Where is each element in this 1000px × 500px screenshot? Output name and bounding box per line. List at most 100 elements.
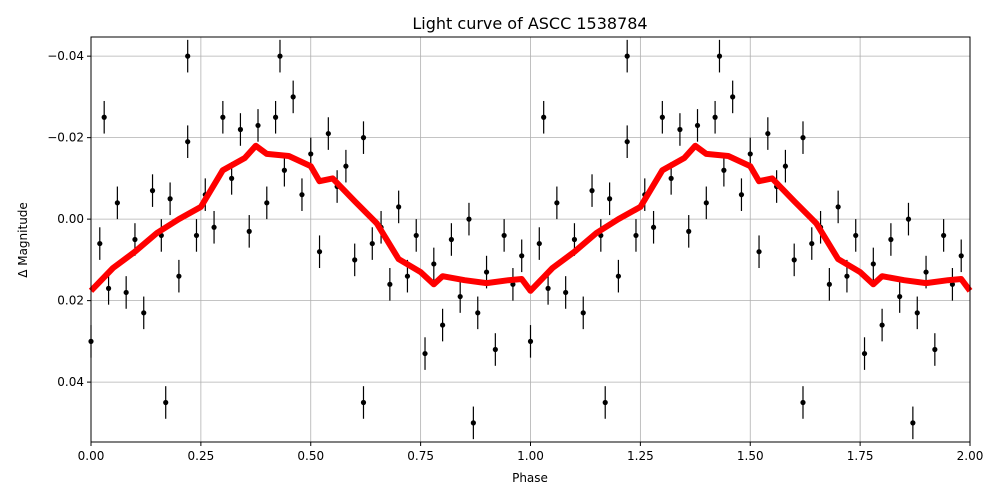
data-point <box>897 293 903 300</box>
x-tick-label: 0.75 <box>407 449 434 463</box>
data-point <box>910 420 916 426</box>
data-point <box>519 253 525 259</box>
data-point <box>448 236 454 243</box>
axis-ticks: 0.00 0.25 0.50 0.75 1.00 1.25 1.50 1.75 2.00 −0.0… <box>47 49 983 463</box>
data-point <box>246 228 252 234</box>
data-point <box>650 224 657 230</box>
data-point <box>360 135 367 141</box>
data-point <box>607 196 613 202</box>
data-point <box>510 281 516 287</box>
data-point <box>457 293 463 300</box>
data-point <box>440 322 446 328</box>
data-point <box>387 281 393 287</box>
chart-title: Light curve of ASCC 1538784 <box>412 14 647 33</box>
y-tick-label: 0.00 <box>57 212 84 226</box>
data-point <box>782 163 789 169</box>
data-point <box>290 94 296 100</box>
data-point <box>211 224 217 230</box>
data-point <box>501 232 507 239</box>
data-point <box>396 204 402 210</box>
data-point <box>563 289 569 296</box>
data-point <box>602 399 608 406</box>
data-point <box>677 126 683 133</box>
data-point <box>352 257 358 263</box>
data-point <box>554 200 560 206</box>
data-point <box>483 269 490 275</box>
data-point <box>633 232 639 239</box>
x-tick-label: 1.25 <box>627 449 654 463</box>
data-point <box>466 216 472 222</box>
data-point <box>800 399 806 406</box>
data-point <box>905 216 912 222</box>
data-point <box>163 399 169 406</box>
data-point <box>536 240 542 247</box>
data-point <box>730 94 736 100</box>
data-point <box>114 200 120 206</box>
data-point <box>149 188 156 194</box>
data-point <box>721 167 727 173</box>
data-point <box>422 350 428 357</box>
data-point <box>668 175 674 181</box>
data-point <box>281 167 287 173</box>
data-point <box>756 249 762 255</box>
data-point <box>431 261 437 267</box>
data-point <box>686 228 692 234</box>
data-point <box>716 53 723 59</box>
data-point <box>738 192 745 198</box>
data-point <box>809 240 815 247</box>
data-point <box>492 346 498 353</box>
data-point <box>343 163 349 169</box>
y-tick-label: 0.02 <box>57 294 84 308</box>
data-point <box>229 175 235 181</box>
data-point <box>123 289 129 296</box>
data-point <box>475 310 481 316</box>
x-tick-label: 1.50 <box>737 449 764 463</box>
x-tick-label: 0.00 <box>78 449 105 463</box>
data-point <box>624 139 630 145</box>
data-point <box>861 350 868 357</box>
data-point <box>870 261 876 267</box>
data-point <box>470 420 476 426</box>
data-point <box>404 273 411 279</box>
grid <box>90 37 971 442</box>
data-point <box>255 122 261 129</box>
data-point <box>105 285 112 291</box>
data-point <box>844 273 850 279</box>
data-point <box>932 346 938 353</box>
data-point <box>101 114 107 120</box>
data-point <box>712 114 718 120</box>
data-point <box>369 240 375 247</box>
x-tick-label: 1.75 <box>847 449 874 463</box>
data-point <box>141 310 147 316</box>
data-point <box>360 399 367 406</box>
data-point <box>949 281 956 287</box>
data-point <box>571 236 578 243</box>
data-point <box>527 338 534 344</box>
data-point <box>747 151 753 157</box>
x-tick-label: 1.00 <box>517 449 544 463</box>
data-point <box>176 273 182 279</box>
data-point <box>835 204 841 210</box>
data-point <box>299 192 305 198</box>
data-point <box>958 253 964 259</box>
data-point <box>264 200 270 206</box>
data-point <box>703 200 709 206</box>
data-point <box>791 257 797 263</box>
data-point <box>185 139 191 145</box>
y-tick-label: 0.04 <box>57 375 84 389</box>
x-tick-label: 2.00 <box>957 449 984 463</box>
data-point <box>308 151 314 157</box>
data-point <box>541 114 547 120</box>
data-point <box>237 126 244 133</box>
data-point <box>853 232 859 239</box>
data-point <box>272 114 279 120</box>
data-point <box>589 188 595 194</box>
data-point <box>316 249 323 255</box>
data-point <box>694 122 701 129</box>
data-point <box>624 53 630 59</box>
data-point <box>167 196 173 202</box>
data-point <box>826 281 832 287</box>
data-point <box>220 114 226 120</box>
x-tick-label: 0.50 <box>297 449 324 463</box>
